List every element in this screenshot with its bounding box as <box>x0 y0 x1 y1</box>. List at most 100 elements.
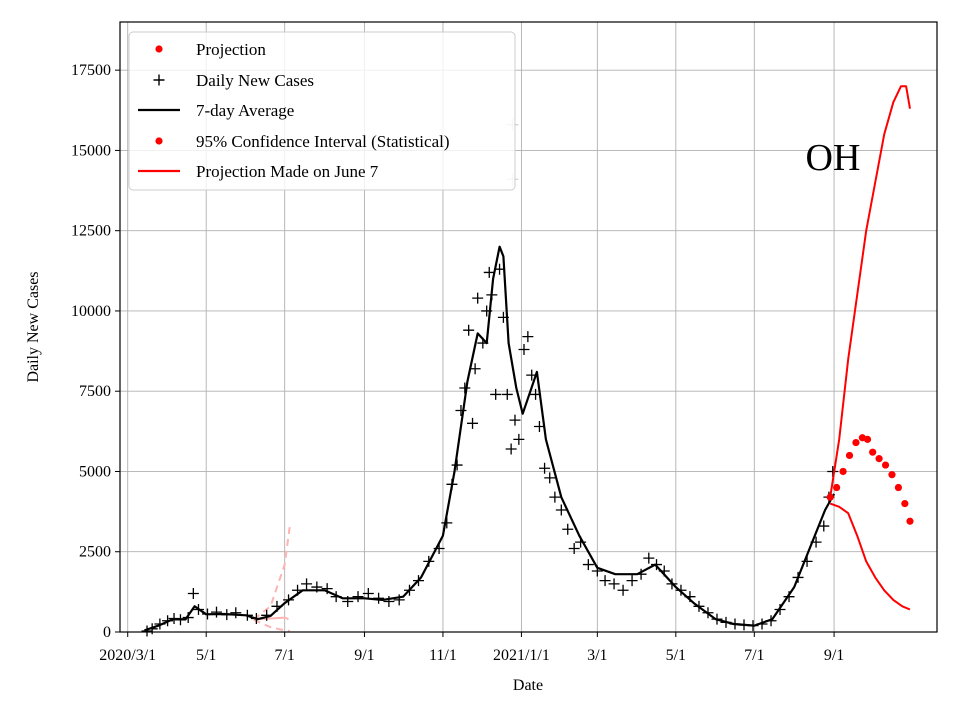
daily-new-cases-point <box>469 363 481 375</box>
daily-new-cases-point <box>174 614 186 626</box>
legend-marker-95-confidence-interval-statistical <box>155 137 163 145</box>
daily-new-cases-point <box>518 343 530 355</box>
daily-new-cases-point <box>729 618 741 630</box>
daily-new-cases-point <box>477 337 489 349</box>
daily-new-cases-point <box>362 587 374 599</box>
daily-new-cases-point <box>162 615 174 627</box>
projection-point <box>826 493 834 501</box>
daily-new-cases-point <box>643 552 655 564</box>
x-tick-label: 2020/3/1 <box>99 647 156 664</box>
daily-new-cases-point <box>210 606 222 618</box>
y-tick-label: 2500 <box>79 544 111 561</box>
daily-new-cases-point <box>141 625 153 637</box>
daily-new-cases-point <box>250 613 262 625</box>
daily-new-cases-point <box>467 417 479 429</box>
legend-label-projection: Projection <box>196 40 266 59</box>
daily-new-cases-point <box>684 591 696 603</box>
daily-new-cases-point <box>187 587 199 599</box>
daily-new-cases-point <box>472 292 484 304</box>
daily-new-cases-point <box>501 388 513 400</box>
daily-new-cases-point <box>383 596 395 607</box>
daily-new-cases-point <box>168 613 180 625</box>
projection-point <box>845 451 854 460</box>
y-tick-label: 17500 <box>71 62 111 79</box>
projection-point <box>863 435 872 443</box>
daily-new-cases-point <box>608 578 620 590</box>
95-confidence-interval-statistical-lower-line <box>829 502 911 611</box>
daily-new-cases-point <box>562 523 574 535</box>
daily-new-cases-point <box>513 433 525 445</box>
daily-new-cases-point <box>182 612 194 624</box>
daily-new-cases-point <box>522 331 534 343</box>
daily-new-cases-point <box>283 594 295 606</box>
daily-new-cases-point <box>330 591 342 603</box>
daily-new-cases-point <box>568 543 580 555</box>
y-tick-label: 7500 <box>79 383 111 400</box>
x-tick-label: 7/1 <box>744 647 764 664</box>
daily-new-cases-point <box>666 578 678 590</box>
daily-new-cases-point <box>675 584 687 596</box>
plot-frame <box>119 21 938 633</box>
daily-new-cases-point <box>544 472 556 484</box>
daily-new-cases-point <box>441 517 453 529</box>
daily-new-cases-point <box>582 559 594 571</box>
x-tick-label: 11/1 <box>429 647 457 664</box>
daily-new-cases-point <box>530 388 542 400</box>
daily-new-cases-point <box>423 555 435 567</box>
daily-new-cases-point <box>192 604 204 616</box>
95-confidence-interval-statistical-upper-line <box>829 85 911 498</box>
projection-point <box>869 448 877 456</box>
legend-items: Projection Daily New Cases 7-day Average… <box>138 40 450 181</box>
daily-new-cases-point <box>810 536 822 548</box>
daily-new-cases-point <box>509 414 521 426</box>
projection-point <box>901 499 909 508</box>
daily-new-cases-point <box>711 613 723 625</box>
legend-label-7-day-average: 7-day Average <box>196 101 294 120</box>
x-tick-label: 9/1 <box>824 647 844 664</box>
projection-point <box>888 471 896 479</box>
daily-new-cases-point <box>575 536 587 548</box>
daily-new-cases-point <box>459 382 471 394</box>
daily-new-cases-point <box>591 565 603 577</box>
projection-made-on-june-7-line <box>253 525 291 620</box>
daily-new-cases-point <box>455 404 467 416</box>
y-tick-label: 5000 <box>79 463 111 480</box>
daily-new-cases-point <box>271 600 283 612</box>
daily-new-cases-point <box>533 421 545 433</box>
daily-new-cases-point <box>626 575 638 587</box>
legend-label-confidence-interval: 95% Confidence Interval (Statistical) <box>196 132 450 151</box>
daily-new-cases-point <box>486 289 498 301</box>
legend-label-daily-new-cases: Daily New Cases <box>196 71 314 90</box>
x-tick-label: 2021/1/1 <box>493 647 550 664</box>
x-tick-label: 5/1 <box>666 647 686 664</box>
daily-new-cases-point <box>393 594 405 606</box>
daily-new-cases-point <box>352 591 364 603</box>
daily-new-cases-point <box>342 596 354 607</box>
daily-new-cases-point <box>549 491 561 503</box>
daily-new-cases-point <box>481 305 493 317</box>
projection-point <box>852 438 860 447</box>
daily-new-cases-point <box>494 263 506 275</box>
daily-new-cases-point <box>230 607 242 619</box>
daily-new-cases-point <box>720 616 732 628</box>
projection-made-on-june-7-line <box>253 618 290 632</box>
y-axis-label: Daily New Cases <box>25 271 42 382</box>
projection-point <box>894 483 903 492</box>
legend: Projection Daily New Cases 7-day Average… <box>128 31 516 191</box>
daily-new-cases-point <box>221 609 233 621</box>
projection-point <box>906 517 914 525</box>
daily-new-cases-point <box>412 575 424 587</box>
daily-new-cases-point <box>792 571 804 583</box>
daily-new-cases-point <box>321 583 333 595</box>
series-daily-new-cases <box>141 263 839 637</box>
series-95-confidence-interval-statistical <box>829 85 911 611</box>
daily-new-cases-point <box>154 618 166 630</box>
projection-point <box>833 483 841 492</box>
daily-new-cases-point <box>373 592 385 604</box>
y-tick-label: 15000 <box>71 142 111 159</box>
daily-new-cases-point <box>783 591 795 603</box>
daily-new-cases-point <box>497 311 509 323</box>
daily-new-cases-point <box>599 575 611 587</box>
x-tick-label: 9/1 <box>354 647 374 664</box>
y-tick-label: 0 <box>103 624 111 641</box>
